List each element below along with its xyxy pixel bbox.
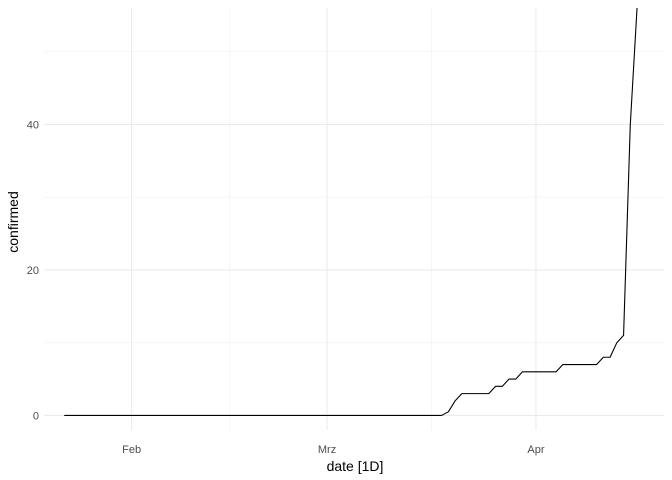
x-tick-label: Apr (527, 444, 544, 456)
y-axis-ticks: 0 20 40 (27, 119, 39, 422)
x-axis-ticks: Feb Mrz Apr (122, 444, 545, 456)
y-tick-label: 20 (27, 265, 39, 277)
y-tick-label: 0 (33, 410, 39, 422)
x-tick-label: Mrz (318, 444, 336, 456)
series-line (64, 7, 638, 417)
y-axis-title: confirmed (5, 191, 21, 252)
series-group (64, 7, 638, 417)
grid-minor (44, 8, 664, 430)
grid-major (44, 8, 664, 430)
x-tick-label: Feb (122, 444, 141, 456)
y-tick-label: 40 (27, 119, 39, 131)
x-axis-title: date [1D] (327, 458, 384, 474)
